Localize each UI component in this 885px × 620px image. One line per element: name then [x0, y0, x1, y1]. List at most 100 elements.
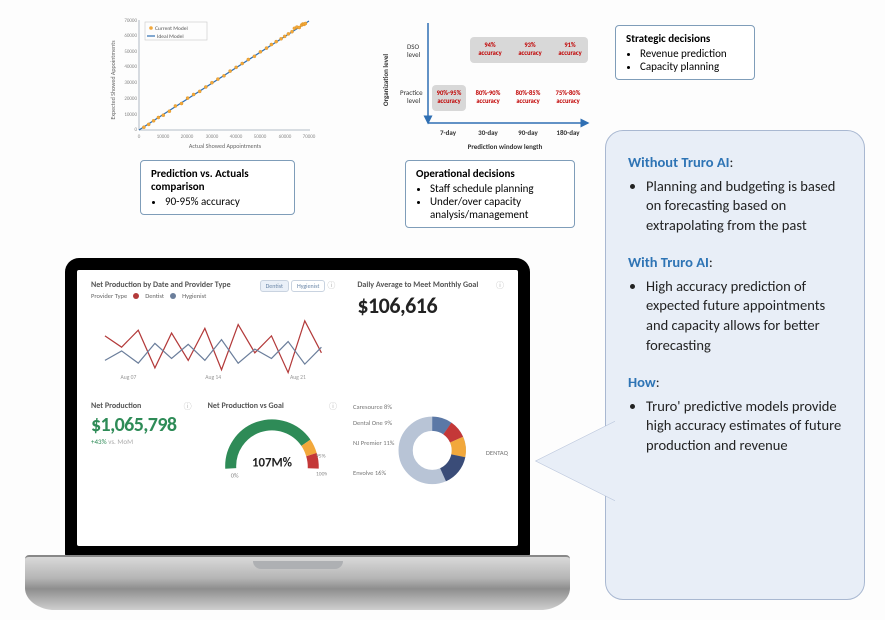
accuracy-matrix: Organization level DSO level Practice le… — [380, 15, 595, 155]
donut-lbl: DENTAQ — [486, 449, 508, 457]
donut-lbl: NJ Premier 11% — [353, 439, 394, 447]
svg-text:Aug 07: Aug 07 — [121, 374, 137, 381]
svg-text:20000: 20000 — [124, 96, 137, 102]
svg-text:Ideal Model: Ideal Model — [157, 34, 184, 40]
laptop-base — [25, 555, 570, 610]
donut-card: Caresource 8% Dental One 9% NJ Premier 1… — [353, 401, 504, 501]
dashboard: Net Production by Date and Provider Type… — [77, 270, 518, 546]
callout-without-bullet: Planning and budgeting is based on forec… — [646, 177, 846, 236]
pill-dentist[interactable]: Dentist — [260, 280, 289, 292]
svg-text:0: 0 — [134, 127, 137, 133]
donut-lbl: Caresource 8% — [353, 403, 392, 411]
svg-text:0: 0 — [138, 134, 141, 140]
svg-text:40000: 40000 — [124, 64, 137, 70]
scatter-caption-box: Prediction vs. Actuals comparison 90-95%… — [140, 160, 295, 215]
pill-hygienist[interactable]: Hygienist — [291, 280, 325, 292]
svg-text:100%: 100% — [316, 472, 327, 478]
svg-text:10000: 10000 — [124, 112, 137, 118]
svg-text:Aug 14: Aug 14 — [205, 374, 221, 381]
svg-text:95%: 95% — [316, 453, 326, 459]
svg-text:accuracy: accuracy — [516, 97, 540, 105]
strategic-bullet: Capacity planning — [640, 60, 744, 73]
svg-text:80%-85%: 80%-85% — [516, 89, 541, 97]
svg-text:80%-90%: 80%-90% — [476, 89, 501, 97]
callout-bubble: Without Truro AI: Planning and budgeting… — [605, 130, 865, 600]
svg-text:Aug 21: Aug 21 — [290, 374, 306, 381]
info-icon: ⓘ — [496, 280, 504, 292]
svg-text:Organization level: Organization level — [381, 54, 390, 107]
legend-label: Provider Type — [91, 292, 127, 300]
svg-text:91%: 91% — [564, 41, 576, 49]
laptop-screen: Net Production by Date and Provider Type… — [65, 258, 530, 558]
svg-text:180-day: 180-day — [556, 128, 580, 137]
svg-text:accuracy: accuracy — [478, 49, 502, 57]
netprod-title: Net Production — [91, 401, 141, 411]
svg-text:40000: 40000 — [230, 134, 243, 140]
donut-lbl: Envolve 16% — [353, 469, 386, 477]
line-chart-title: Net Production by Date and Provider Type — [91, 280, 231, 290]
svg-text:accuracy: accuracy — [476, 97, 500, 105]
svg-text:94%: 94% — [484, 41, 496, 49]
svg-text:90-day: 90-day — [518, 128, 538, 137]
svg-text:accuracy: accuracy — [437, 97, 461, 105]
netprod-delta: +43% — [91, 437, 107, 446]
svg-text:50000: 50000 — [254, 134, 267, 140]
callout-how-title: How — [628, 373, 656, 391]
svg-text:level: level — [407, 50, 421, 59]
kpi-value: $106,616 — [357, 292, 504, 319]
svg-text:30000: 30000 — [206, 134, 219, 140]
legend-hygienist: Hygienist — [182, 292, 206, 300]
donut-lbl: Dental One 9% — [353, 419, 392, 427]
strategic-bullet: Revenue prediction — [640, 47, 744, 60]
svg-text:50000: 50000 — [124, 49, 137, 55]
info-icon: ⓘ — [327, 280, 335, 292]
operational-title: Operational decisions — [416, 167, 515, 180]
strategic-title: Strategic decisions — [626, 32, 710, 45]
svg-text:0%: 0% — [231, 472, 239, 478]
svg-text:Prediction window length: Prediction window length — [468, 142, 543, 151]
callout-how-bullet: Truro' predictive models provide high ac… — [646, 397, 846, 456]
svg-text:75%-80%: 75%-80% — [556, 89, 581, 97]
netprod-value: $1,065,798 — [91, 413, 192, 437]
svg-text:60000: 60000 — [279, 134, 292, 140]
callout-with-title: With Truro AI — [628, 253, 709, 271]
scatter-caption-title: Prediction vs. Actuals comparison — [151, 167, 249, 193]
scatter-ylabel: Expected Showed Appointments — [109, 40, 117, 120]
svg-text:20000: 20000 — [181, 134, 194, 140]
netprod-delta-note: vs. MoM — [108, 437, 133, 446]
gauge-title: Net Production vs Goal — [208, 401, 284, 411]
svg-text:90%-95%: 90%-95% — [437, 89, 462, 97]
svg-text:accuracy: accuracy — [556, 97, 580, 105]
svg-text:10000: 10000 — [157, 134, 170, 140]
svg-text:93%: 93% — [524, 41, 536, 49]
legend-dentist: Dentist — [145, 292, 164, 300]
scatter-xlabel: Actual Showed Appointments — [189, 142, 262, 150]
svg-text:70000: 70000 — [124, 18, 137, 24]
operational-bullet: Under/over capacity analysis/management — [430, 195, 564, 221]
scatter-chart: Expected Showed Appointments Actual Show… — [105, 10, 320, 155]
scatter-caption-bullet: 90-95% accuracy — [165, 195, 284, 208]
strategic-caption-box: Strategic decisions Revenue prediction C… — [615, 25, 755, 80]
svg-text:accuracy: accuracy — [518, 49, 542, 57]
svg-text:accuracy: accuracy — [558, 49, 582, 57]
line-chart-card: Net Production by Date and Provider Type… — [91, 280, 335, 387]
laptop-mockup: Net Production by Date and Provider Type… — [25, 258, 570, 610]
info-icon: ⓘ — [184, 401, 192, 413]
net-production-card: Net Production ⓘ $1,065,798 +43% vs. MoM — [91, 401, 192, 501]
legend-swatch-hygienist — [170, 293, 176, 299]
svg-text:107M%: 107M% — [252, 456, 293, 471]
svg-text:7-day: 7-day — [440, 128, 457, 137]
svg-text:level: level — [407, 96, 421, 105]
operational-bullet: Staff schedule planning — [430, 182, 564, 195]
callout-without-title: Without Truro AI — [628, 153, 729, 171]
callout-with-bullet: High accuracy prediction of expected fut… — [646, 277, 846, 355]
svg-text:Current Model: Current Model — [155, 26, 188, 32]
kpi-daily-avg: Daily Average to Meet Monthly Goal ⓘ $10… — [351, 280, 504, 387]
svg-text:30000: 30000 — [124, 80, 137, 86]
svg-text:70000: 70000 — [303, 134, 316, 140]
kpi-title: Daily Average to Meet Monthly Goal — [357, 280, 478, 290]
gauge-card: Net Production vs Goal ⓘ 107M% 0% 95% 10… — [208, 401, 337, 501]
svg-text:30-day: 30-day — [478, 128, 498, 137]
legend-swatch-dentist — [133, 293, 139, 299]
info-icon: ⓘ — [329, 401, 337, 413]
